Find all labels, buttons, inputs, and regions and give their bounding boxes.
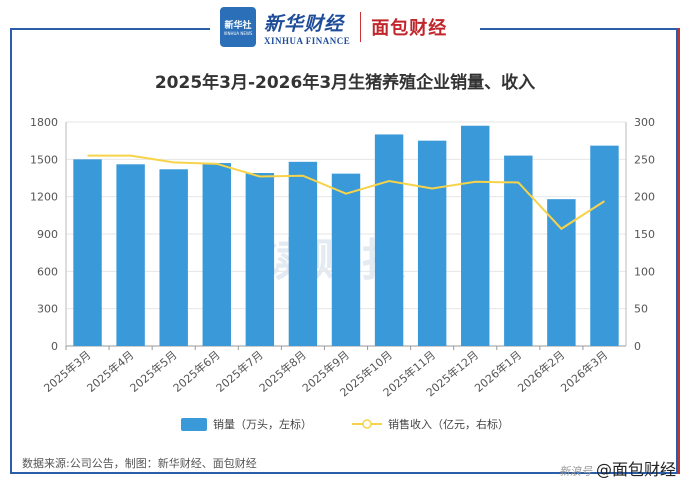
frame-right-accent xyxy=(678,28,680,474)
bar xyxy=(547,199,576,346)
bar xyxy=(590,145,619,346)
bar xyxy=(73,159,102,346)
x-tick-label: 2026年1月 xyxy=(472,348,525,395)
credit-text: @面包财经 xyxy=(595,460,676,479)
chart-title: 2025年3月-2026年3月生猪养殖企业销量、收入 xyxy=(154,73,536,93)
y-left-tick-label: 1200 xyxy=(30,191,58,204)
y-right-tick-label: 300 xyxy=(634,116,655,129)
y-left-tick-label: 0 xyxy=(51,340,58,353)
legend-line-swatch xyxy=(352,419,382,429)
revenue-line xyxy=(87,154,606,231)
bar xyxy=(417,140,447,346)
legend-bar-label: 销量（万头，左标） xyxy=(213,418,312,431)
bar xyxy=(202,163,231,346)
x-tick-label: 2025年6月 xyxy=(170,348,223,395)
bar xyxy=(504,155,533,346)
x-tick-label: 2025年7月 xyxy=(213,348,266,395)
logo-text: 新华社 xyxy=(224,21,252,31)
brand-separator xyxy=(360,12,362,42)
x-tick-label: 2025年4月 xyxy=(84,348,137,395)
y-left-tick-label: 1500 xyxy=(30,153,58,166)
bar xyxy=(116,164,145,346)
brand-en: XINHUA FINANCE xyxy=(264,35,351,46)
bar xyxy=(245,173,275,346)
y-right-tick-label: 200 xyxy=(634,191,655,204)
x-tick-label: 2026年2月 xyxy=(515,348,568,395)
legend-item-line[interactable]: 销售收入（亿元，右标） xyxy=(352,416,509,432)
bar xyxy=(331,173,361,346)
brand-mianbao: 面包财经 xyxy=(371,18,448,39)
bar xyxy=(159,169,188,346)
y-right-tick-label: 250 xyxy=(634,153,655,166)
x-tick-label: 2025年3月 xyxy=(41,348,94,395)
y-right-tick-label: 50 xyxy=(634,303,648,316)
y-right-tick-label: 0 xyxy=(634,340,641,353)
y-left-tick-label: 1800 xyxy=(30,116,58,129)
y-right-tick-label: 100 xyxy=(634,265,655,278)
xinhua-logo-icon: 新华社 XINHUA NEWS xyxy=(220,7,256,47)
y-left-tick-label: 900 xyxy=(37,228,58,241)
bar xyxy=(374,134,404,346)
y-left-tick-label: 300 xyxy=(37,303,58,316)
header-logo-area: 新华社 XINHUA NEWS 新华财经 XINHUA FINANCE 面包财经 xyxy=(210,4,480,50)
legend-item-bar[interactable]: 销量（万头，左标） xyxy=(181,416,312,432)
brand-cn: 新华财经 xyxy=(264,12,345,35)
legend-line-label: 销售收入（亿元，右标） xyxy=(388,418,509,431)
x-tick-label: 2025年8月 xyxy=(256,348,309,395)
credit: 新浪号 @面包财经 xyxy=(559,456,676,480)
brand-xinhua-finance: 新华财经 XINHUA FINANCE xyxy=(264,9,350,46)
source-note: 数据来源:公司公告，制图：新华财经、面包财经 xyxy=(22,457,257,470)
y-right-tick-label: 150 xyxy=(634,228,655,241)
legend: 销量（万头，左标） 销售收入（亿元，右标） xyxy=(0,416,690,432)
legend-bar-swatch xyxy=(181,417,207,431)
x-tick-label: 2025年5月 xyxy=(127,348,180,395)
logo-subtext: XINHUA NEWS xyxy=(223,31,253,36)
credit-prefix: 新浪号 xyxy=(558,465,592,478)
y-left-tick-label: 600 xyxy=(37,265,58,278)
bar xyxy=(461,125,490,346)
x-tick-label: 2026年3月 xyxy=(558,348,611,395)
bar xyxy=(288,161,318,346)
